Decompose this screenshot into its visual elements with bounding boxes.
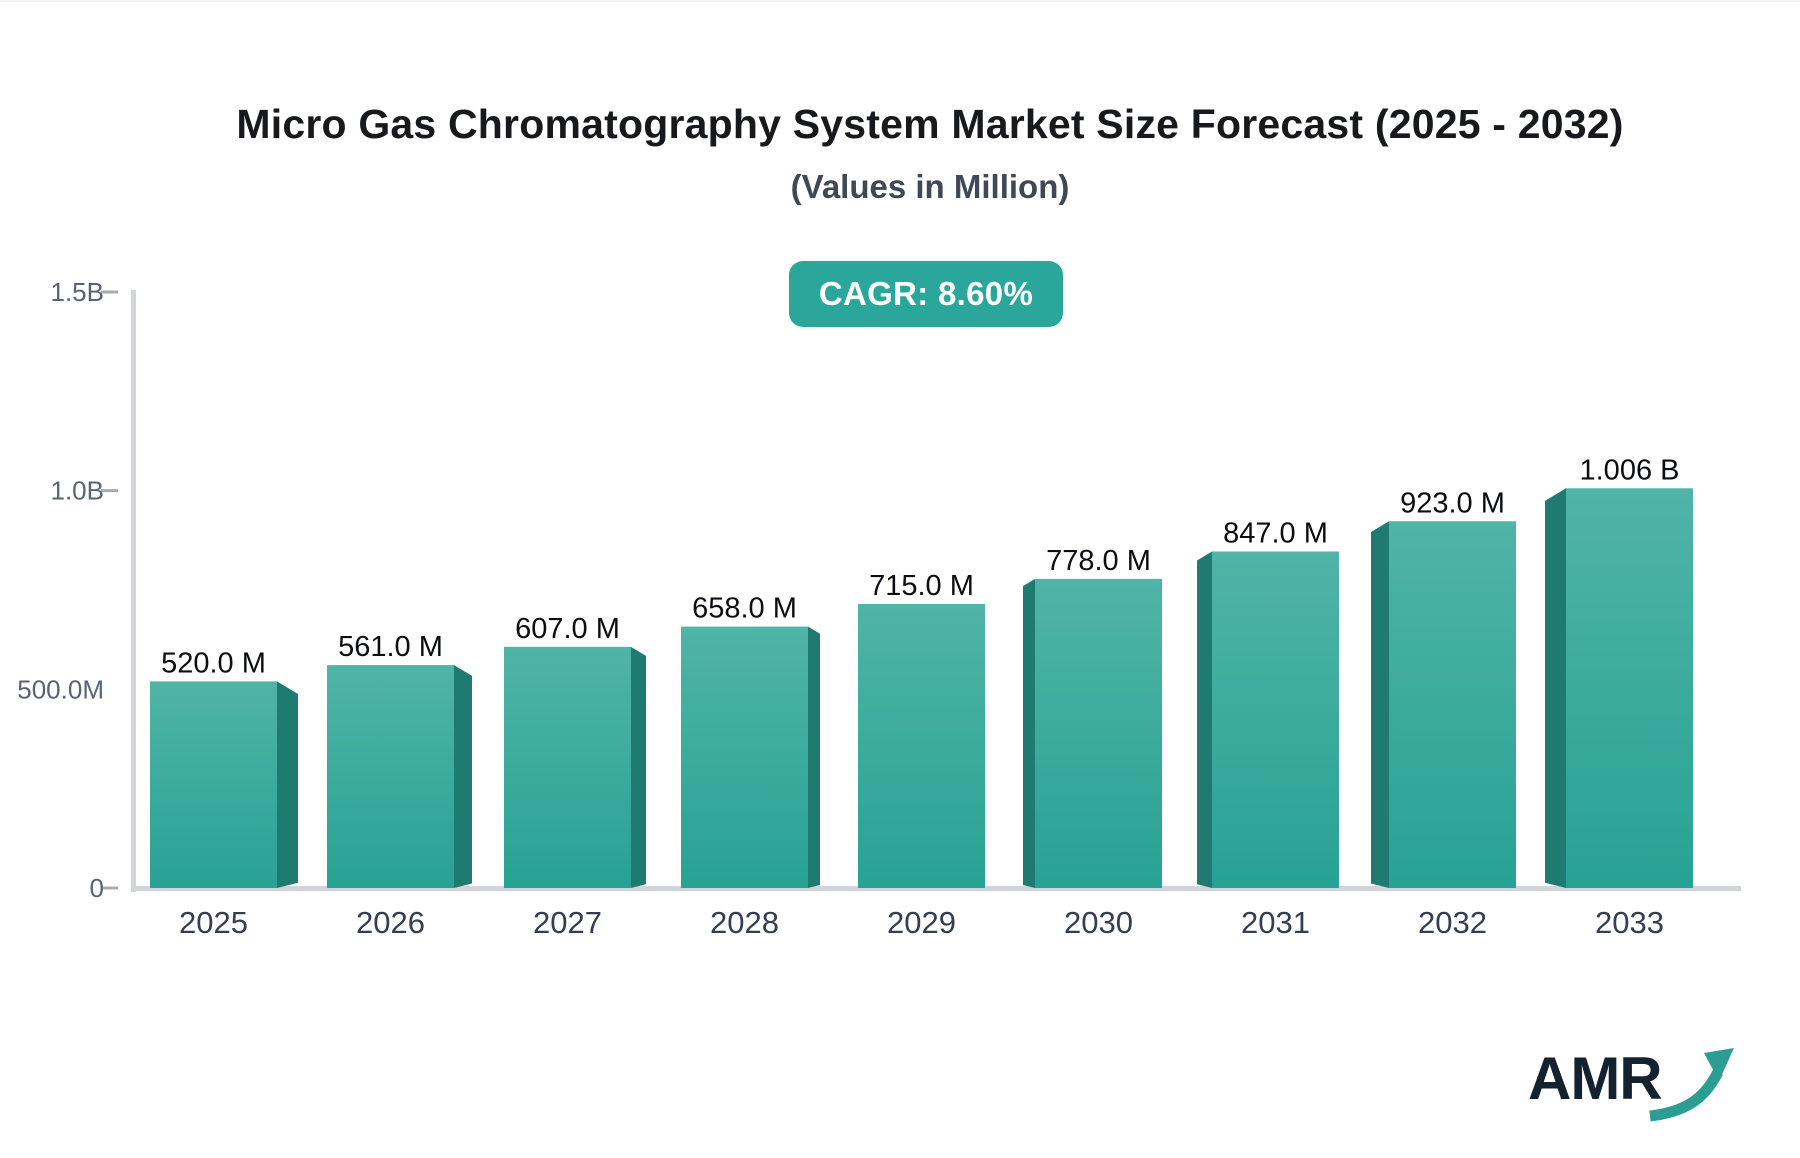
bar-side-face bbox=[808, 626, 820, 888]
x-axis-label: 2026 bbox=[356, 905, 425, 940]
bar-front-face bbox=[150, 681, 277, 888]
y-axis-tick bbox=[101, 290, 118, 294]
y-axis-tick bbox=[101, 489, 118, 493]
amr-logo: AMR bbox=[1528, 1024, 1778, 1134]
bar-value-label: 778.0 M bbox=[1046, 545, 1151, 577]
bar-side-face bbox=[631, 646, 646, 888]
x-axis-label: 2025 bbox=[179, 905, 248, 940]
bar-front-face bbox=[1389, 521, 1516, 888]
bar-front-face bbox=[327, 665, 454, 888]
chart-subtitle: (Values in Million) bbox=[790, 168, 1070, 205]
bar-group-2030: 778.0 M 2030 bbox=[1023, 545, 1162, 940]
bar-group-2032: 923.0 M 2032 bbox=[1371, 487, 1516, 940]
bar-group-2031: 847.0 M 2031 bbox=[1197, 517, 1339, 940]
bar-front-face bbox=[1212, 551, 1339, 888]
bar-value-label: 1.006 B bbox=[1580, 454, 1680, 486]
cagr-badge: CAGR: 8.60% bbox=[789, 261, 1063, 327]
bar-side-face bbox=[454, 665, 472, 888]
bar-value-label: 520.0 M bbox=[161, 647, 266, 679]
bar-value-label: 923.0 M bbox=[1400, 487, 1505, 519]
amr-logo-text: AMR bbox=[1528, 1045, 1663, 1112]
x-axis-label: 2027 bbox=[533, 905, 602, 940]
bar-front-face bbox=[681, 626, 808, 888]
y-axis-tick bbox=[101, 886, 118, 890]
y-axis-label: 0 bbox=[90, 873, 104, 903]
bar-group-2029: 715.0 M 2029 bbox=[858, 570, 985, 940]
bar-side-face bbox=[1371, 521, 1389, 888]
bar-group-2027: 607.0 M 2027 bbox=[504, 613, 646, 940]
y-axis-label: 1.5B bbox=[51, 277, 105, 307]
x-axis-label: 2032 bbox=[1418, 905, 1487, 940]
bar-side-face bbox=[1023, 578, 1035, 888]
x-axis-label: 2028 bbox=[710, 905, 779, 940]
bar-value-label: 847.0 M bbox=[1223, 517, 1328, 549]
y-axis-label: 500.0M bbox=[17, 674, 104, 704]
x-axis-label: 2033 bbox=[1595, 905, 1664, 940]
bar-side-face bbox=[1197, 551, 1212, 888]
bar-front-face bbox=[858, 603, 985, 888]
bar-front-face bbox=[1035, 578, 1162, 888]
bar-group-2033: 1.006 B 2033 bbox=[1545, 454, 1693, 940]
bar-group-2025: 520.0 M 2025 bbox=[150, 647, 298, 940]
bar-side-face bbox=[277, 681, 298, 888]
bar-front-face bbox=[504, 646, 631, 888]
bar-value-label: 561.0 M bbox=[338, 631, 443, 663]
bar-front-face bbox=[1566, 488, 1693, 888]
x-axis-label: 2031 bbox=[1241, 905, 1310, 940]
y-axis-line bbox=[131, 290, 136, 892]
bar-group-2026: 561.0 M 2026 bbox=[327, 631, 472, 940]
bar-value-label: 658.0 M bbox=[692, 593, 797, 625]
x-axis-label: 2030 bbox=[1064, 905, 1133, 940]
cagr-badge-label: CAGR: 8.60% bbox=[818, 275, 1034, 312]
bar-value-label: 607.0 M bbox=[515, 613, 620, 645]
bar-side-face bbox=[1545, 488, 1566, 888]
chart-title: Micro Gas Chromatography System Market S… bbox=[236, 101, 1624, 147]
trend-up-arrow-icon bbox=[1648, 1048, 1734, 1122]
y-axis-label: 1.0B bbox=[51, 476, 105, 506]
bar-group-2028: 658.0 M 2028 bbox=[681, 593, 820, 940]
x-axis-label: 2029 bbox=[887, 905, 956, 940]
bar-value-label: 715.0 M bbox=[869, 570, 974, 602]
x-axis-line bbox=[131, 886, 1741, 891]
